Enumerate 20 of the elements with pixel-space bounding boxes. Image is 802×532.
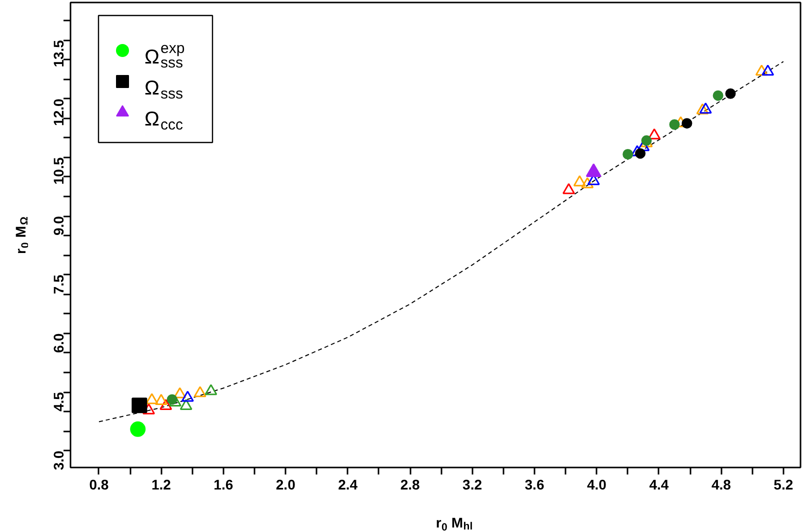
x-tick-label: 4.0 bbox=[586, 476, 607, 492]
y-tick-label: 10.5 bbox=[50, 157, 66, 185]
x-tick-label: 2.0 bbox=[276, 476, 296, 492]
x-tick-label: 3.2 bbox=[462, 476, 482, 492]
x-tick-label: 2.8 bbox=[400, 476, 420, 492]
x-tick-label: 1.2 bbox=[151, 476, 172, 492]
y-tick-label: 6.0 bbox=[50, 333, 66, 353]
x-tick-label: 2.4 bbox=[338, 476, 358, 492]
y-tick-label: 4.5 bbox=[50, 392, 66, 412]
y-tick-label: 3.0 bbox=[50, 450, 66, 470]
x-tick-label: 4.4 bbox=[649, 476, 669, 492]
y-tick-label: 12.0 bbox=[50, 98, 66, 126]
x-tick-label: 1.6 bbox=[214, 476, 234, 492]
y-tick-label: 13.5 bbox=[50, 40, 66, 68]
x-tick-label: 4.8 bbox=[711, 476, 732, 492]
x-tick-label: 0.8 bbox=[89, 476, 109, 492]
y-tick-label: 9.0 bbox=[50, 216, 66, 236]
x-tick-label: 3.6 bbox=[524, 476, 544, 492]
y-tick-label: 7.5 bbox=[50, 274, 66, 294]
x-tick-label: 5.2 bbox=[774, 476, 794, 492]
